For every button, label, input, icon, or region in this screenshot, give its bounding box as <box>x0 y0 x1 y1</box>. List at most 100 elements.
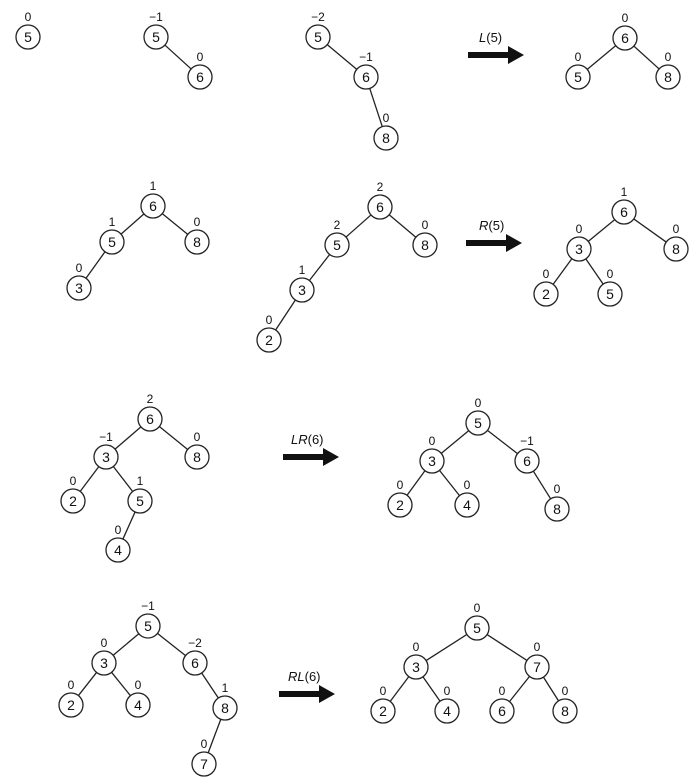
balance-factor: 0 <box>201 737 208 751</box>
tree-edge <box>275 299 296 331</box>
balance-factor: 0 <box>197 50 204 64</box>
tree-edge <box>120 213 145 235</box>
tree-node: 80 <box>184 430 210 470</box>
node-value: 5 <box>144 618 152 634</box>
tree-node: 61 <box>611 185 637 225</box>
rotation-arrow: RL(6) <box>279 669 335 703</box>
edges-layer <box>77 44 667 753</box>
node-circle <box>66 275 92 301</box>
node-value: 8 <box>193 449 201 465</box>
rotation-arg: (5) <box>488 218 504 233</box>
node-circle <box>184 229 210 255</box>
operations-layer: L(5)R(5)LR(6)RL(6) <box>279 30 524 703</box>
balance-factor: 0 <box>607 267 614 281</box>
balance-factor: 0 <box>70 474 77 488</box>
balance-factor: 1 <box>621 185 628 199</box>
tree-node: 40 <box>105 523 131 563</box>
tree-node: 80 <box>663 222 689 262</box>
balance-factor: 0 <box>554 482 561 496</box>
tree-edge <box>552 258 573 285</box>
tree-node: 6−2 <box>182 636 208 676</box>
balance-factor: 0 <box>194 215 201 229</box>
node-circle <box>289 277 315 303</box>
node-circle <box>373 125 399 151</box>
tree-node: 3−1 <box>93 430 119 470</box>
node-circle <box>305 24 331 50</box>
node-circle <box>566 236 592 262</box>
tree-node: 50 <box>15 10 41 50</box>
balance-factor: −1 <box>359 50 373 64</box>
balance-factor: −2 <box>311 10 325 24</box>
node-value: 3 <box>412 659 420 675</box>
node-value: 3 <box>100 655 108 671</box>
arrow-icon <box>468 46 524 64</box>
node-circle <box>324 232 350 258</box>
node-value: 2 <box>542 286 550 302</box>
arrow-icon <box>466 234 522 252</box>
tree-edge <box>308 254 331 281</box>
node-value: 4 <box>463 497 471 513</box>
node-circle <box>464 615 490 641</box>
balance-factor: 0 <box>673 222 680 236</box>
tree-edge <box>633 218 667 243</box>
tree-node: 20 <box>533 267 559 307</box>
node-circle <box>143 24 169 50</box>
balance-factor: 0 <box>622 11 629 25</box>
node-circle <box>137 406 163 432</box>
node-circle <box>387 492 413 518</box>
node-value: 6 <box>149 198 157 214</box>
node-value: 6 <box>621 30 629 46</box>
tree-node: 60 <box>489 684 515 724</box>
node-circle <box>99 229 125 255</box>
tree-node: 52 <box>324 218 350 258</box>
node-circle <box>612 25 638 51</box>
balance-factor: 0 <box>383 111 390 125</box>
node-value: 5 <box>474 415 482 431</box>
balance-factor: −1 <box>141 599 155 613</box>
node-value: 5 <box>473 620 481 636</box>
node-circle <box>182 650 208 676</box>
balance-factor: 0 <box>444 684 451 698</box>
node-circle <box>93 444 119 470</box>
tree-edge <box>77 672 98 696</box>
node-value: 3 <box>298 282 306 298</box>
balance-factor: 0 <box>266 313 273 327</box>
node-circle <box>125 692 151 718</box>
tree-node: 20 <box>370 684 396 724</box>
node-circle <box>403 654 429 680</box>
node-circle <box>489 698 515 724</box>
tree-node: 5−1 <box>135 599 161 639</box>
balance-factor: 0 <box>534 640 541 654</box>
tree-node: 51 <box>99 215 125 255</box>
node-value: 6 <box>620 204 628 220</box>
balance-factor: 0 <box>429 434 436 448</box>
rotation-arrow: LR(6) <box>283 432 339 466</box>
tree-edge <box>161 213 189 235</box>
balance-factor: 1 <box>222 681 229 695</box>
node-value: 2 <box>69 493 77 509</box>
node-circle <box>454 492 480 518</box>
tree-node: 60 <box>612 11 638 51</box>
balance-factor: 0 <box>76 261 83 275</box>
node-circle <box>105 537 131 563</box>
node-value: 5 <box>152 29 160 45</box>
tree-edge <box>585 258 604 285</box>
node-circle <box>370 698 396 724</box>
balance-factor: 0 <box>575 50 582 64</box>
balance-factor: 1 <box>137 474 144 488</box>
rotation-name: RL <box>288 669 305 684</box>
rotation-arg: (5) <box>486 30 502 45</box>
tree-edge <box>486 633 528 662</box>
tree-node: 40 <box>434 684 460 724</box>
tree-edge <box>345 214 372 238</box>
node-value: 4 <box>443 703 451 719</box>
node-value: 8 <box>664 69 672 85</box>
rotation-label: RL(6) <box>288 669 321 684</box>
balance-factor: 0 <box>380 684 387 698</box>
tree-node: 30 <box>66 261 92 301</box>
rotation-label: R(5) <box>479 218 504 233</box>
node-value: 6 <box>191 655 199 671</box>
node-value: 8 <box>382 130 390 146</box>
node-value: 3 <box>575 241 583 257</box>
balance-factor: −2 <box>188 636 202 650</box>
